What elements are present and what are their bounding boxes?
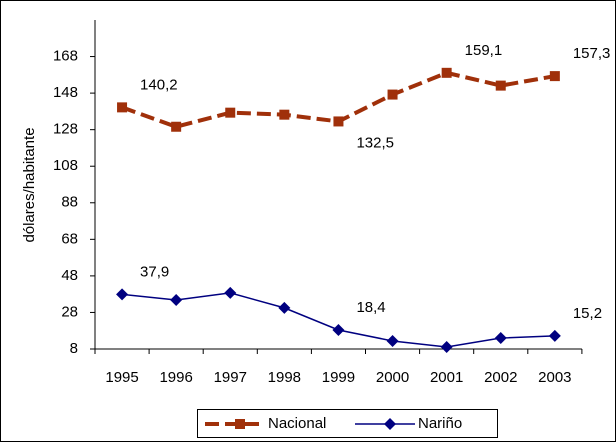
y-tick-label: 88 [61, 194, 78, 211]
marker [386, 334, 399, 347]
y-tick-label: 48 [61, 267, 78, 284]
y-axis-title: dólares/habitante [21, 127, 38, 242]
marker [117, 102, 128, 113]
marker [170, 294, 183, 307]
legend-marker [384, 418, 396, 430]
data-label: 157,3 [573, 45, 611, 62]
legend-label: Nariño [418, 415, 462, 432]
marker [441, 67, 452, 78]
marker [332, 323, 345, 336]
marker [171, 121, 182, 132]
marker [440, 340, 453, 353]
x-tick-label: 1996 [159, 369, 192, 386]
data-label: 15,2 [573, 305, 602, 322]
data-label: 37,9 [140, 263, 169, 280]
data-label: 159,1 [465, 42, 503, 59]
y-tick-label: 28 [61, 303, 78, 320]
data-label: 132,5 [356, 134, 394, 151]
y-tick-label: 168 [53, 48, 78, 65]
legend-marker [235, 419, 245, 429]
x-tick-label: 1995 [105, 369, 138, 386]
marker [549, 71, 560, 82]
marker [225, 107, 236, 118]
data-label: 18,4 [356, 299, 385, 316]
y-tick-label: 108 [53, 157, 78, 174]
x-tick-label: 1998 [268, 369, 301, 386]
x-tick-label: 2002 [484, 369, 517, 386]
marker [333, 116, 344, 127]
x-tick-label: 1997 [214, 369, 247, 386]
x-tick-label: 2000 [376, 369, 409, 386]
marker [548, 329, 561, 342]
x-tick-label: 2001 [430, 369, 463, 386]
x-tick-label: 1999 [322, 369, 355, 386]
marker [495, 80, 506, 91]
marker [494, 332, 507, 345]
data-label: 140,2 [140, 76, 178, 93]
y-tick-label: 128 [53, 121, 78, 138]
marker [224, 286, 237, 299]
legend-label: Nacional [268, 415, 326, 432]
marker [116, 288, 129, 301]
y-tick-label: 148 [53, 84, 78, 101]
marker [278, 301, 291, 314]
marker [279, 109, 290, 120]
x-tick-label: 2003 [538, 369, 571, 386]
y-tick-label: 8 [70, 340, 78, 357]
marker [387, 89, 398, 100]
y-tick-label: 68 [61, 230, 78, 247]
